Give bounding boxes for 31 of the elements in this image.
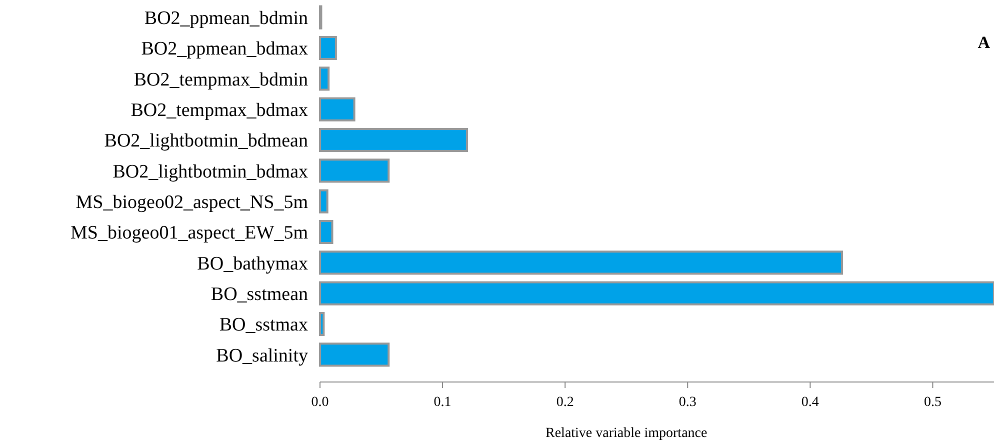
annotation: A [978,33,991,52]
bar [319,189,328,214]
bar [319,250,844,275]
bar [319,158,390,183]
y-tick-label: BO2_lightbotmin_bdmax [112,161,308,182]
y-tick-label: BO_sstmean [210,284,308,305]
x-tick-label: 0.0 [311,395,329,410]
y-tick-label: MS_biogeo01_aspect_EW_5m [70,222,308,244]
bar [319,128,468,152]
bar [319,281,994,306]
y-tick-label: BO2_tempmax_bdmin [134,69,308,90]
x-tick-label: 0.3 [678,395,696,410]
x-tick-label: 0.1 [434,395,452,410]
y-tick-label: BO2_ppmean_bdmin [144,8,308,29]
x-tick-label: 0.2 [556,395,574,410]
y-tick-label: BO_sstmax [219,314,308,336]
bar [319,312,325,336]
bar [319,97,356,122]
bar [319,36,337,60]
y-tick-label: MS_biogeo02_aspect_NS_5m [76,192,308,213]
y-tick-label: BO2_ppmean_bdmax [141,38,308,60]
y-tick-label: BO2_lightbotmin_bdmean [104,130,308,152]
x-axis-title: Relative variable importance [546,426,708,441]
y-tick-label: BO_bathymax [197,253,308,274]
bar [319,342,390,367]
bar [319,66,330,91]
bar [319,220,334,244]
x-tick-label: 0.4 [801,395,819,410]
y-tick-label: BO_salinity [216,345,308,366]
x-tick-label: 0.5 [924,395,942,410]
y-tick-label: BO2_tempmax_bdmax [130,100,308,121]
